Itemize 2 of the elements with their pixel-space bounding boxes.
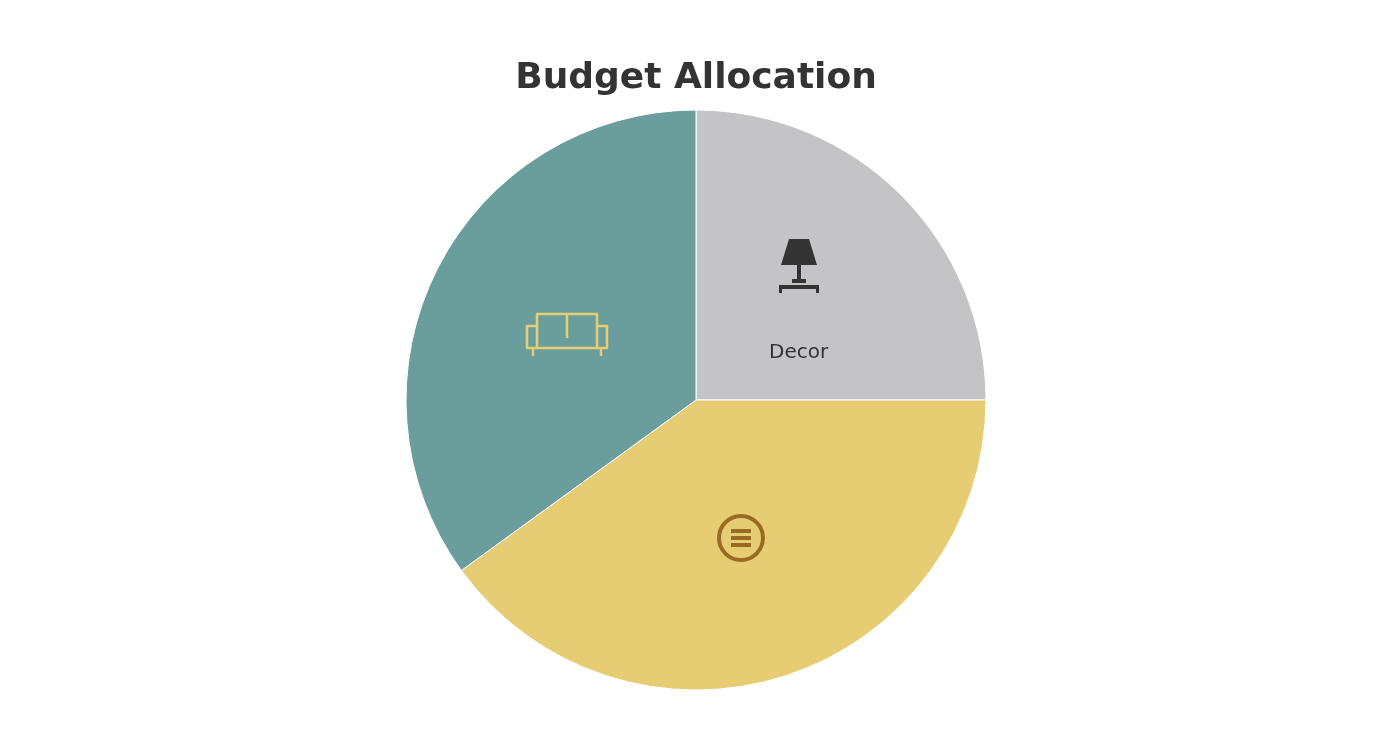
chart-title: Budget Allocation (515, 54, 877, 96)
slice-label: Decor (769, 339, 829, 363)
